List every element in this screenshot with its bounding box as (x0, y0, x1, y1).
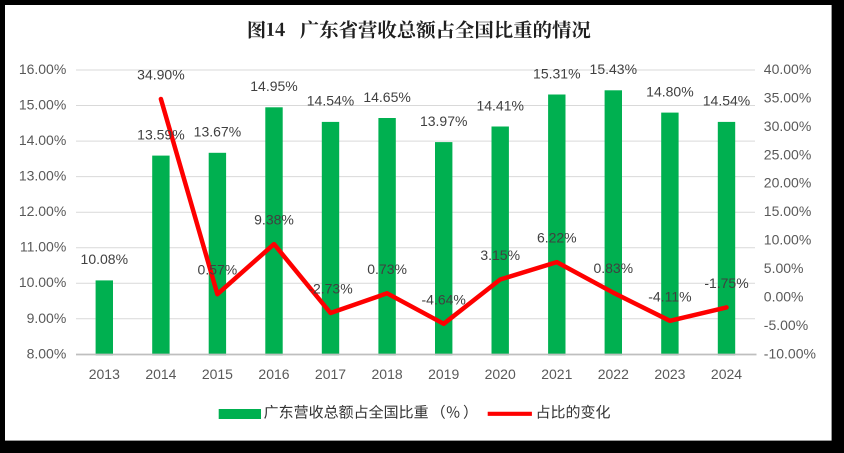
svg-text:15.00%: 15.00% (19, 97, 66, 113)
svg-text:2017: 2017 (315, 366, 346, 382)
svg-text:2018: 2018 (372, 366, 403, 382)
svg-text:8.00%: 8.00% (27, 345, 67, 361)
svg-text:0.00%: 0.00% (764, 288, 804, 304)
svg-text:14.95%: 14.95% (250, 78, 297, 94)
svg-text:20.00%: 20.00% (764, 175, 811, 191)
svg-text:2013: 2013 (89, 366, 120, 382)
svg-text:0.57%: 0.57% (198, 262, 238, 278)
svg-text:14.54%: 14.54% (703, 93, 750, 109)
svg-text:2014: 2014 (145, 366, 176, 382)
svg-text:0.83%: 0.83% (593, 260, 633, 276)
svg-text:14.54%: 14.54% (307, 93, 354, 109)
svg-text:13.67%: 13.67% (194, 124, 241, 140)
svg-text:34.90%: 34.90% (137, 67, 184, 83)
svg-text:40.00%: 40.00% (764, 61, 811, 77)
svg-text:14.00%: 14.00% (19, 132, 66, 148)
svg-text:15.00%: 15.00% (764, 203, 811, 219)
svg-text:-5.00%: -5.00% (764, 317, 808, 333)
svg-text:10.00%: 10.00% (764, 232, 811, 248)
svg-text:13.59%: 13.59% (137, 126, 184, 142)
svg-text:9.38%: 9.38% (254, 212, 294, 228)
svg-text:2023: 2023 (654, 366, 685, 382)
svg-text:-2.73%: -2.73% (308, 281, 352, 297)
svg-text:14.80%: 14.80% (646, 83, 693, 99)
svg-text:0.73%: 0.73% (367, 261, 407, 277)
svg-text:10.08%: 10.08% (81, 251, 128, 267)
svg-text:13.97%: 13.97% (420, 113, 467, 129)
svg-text:2016: 2016 (258, 366, 289, 382)
svg-text:5.00%: 5.00% (764, 260, 804, 276)
svg-text:11.00%: 11.00% (20, 239, 66, 255)
svg-text:25.00%: 25.00% (764, 146, 811, 162)
svg-text:14.41%: 14.41% (476, 97, 523, 113)
svg-text:-1.75%: -1.75% (704, 275, 748, 291)
svg-text:15.43%: 15.43% (590, 61, 637, 77)
svg-text:15.31%: 15.31% (533, 65, 580, 81)
svg-text:-4.64%: -4.64% (422, 291, 466, 307)
svg-text:10.00%: 10.00% (19, 274, 66, 290)
svg-text:14.65%: 14.65% (363, 89, 410, 105)
svg-text:9.00%: 9.00% (27, 310, 67, 326)
svg-text:2020: 2020 (485, 366, 516, 382)
svg-text:2021: 2021 (541, 366, 572, 382)
svg-text:35.00%: 35.00% (764, 89, 811, 105)
svg-text:12.00%: 12.00% (19, 203, 66, 219)
svg-text:2022: 2022 (598, 366, 629, 382)
svg-text:16.00%: 16.00% (19, 61, 66, 77)
svg-text:13.00%: 13.00% (19, 168, 66, 184)
svg-text:-4.11%: -4.11% (648, 288, 691, 304)
svg-text:2015: 2015 (202, 366, 233, 382)
svg-text:2024: 2024 (711, 366, 742, 382)
svg-text:30.00%: 30.00% (764, 118, 811, 134)
svg-text:3.15%: 3.15% (480, 247, 520, 263)
svg-text:-10.00%: -10.00% (764, 345, 816, 361)
svg-text:2019: 2019 (428, 366, 459, 382)
svg-text:6.22%: 6.22% (537, 230, 577, 246)
